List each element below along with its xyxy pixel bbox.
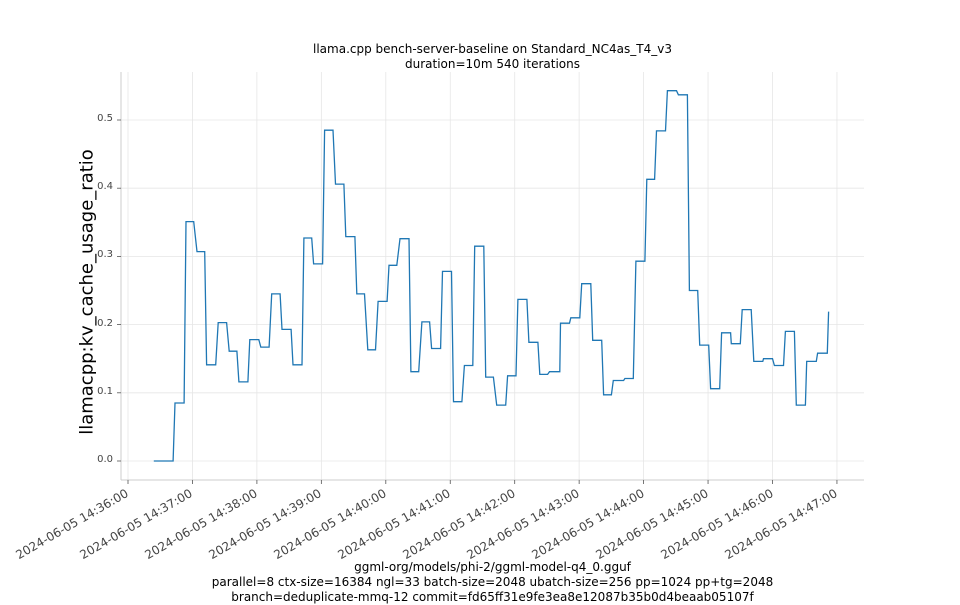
footer-branch-line: branch=deduplicate-mmq-12 commit=fd65ff3… <box>231 590 754 604</box>
axis-spines <box>120 72 864 481</box>
y-tick-label: 0.4 <box>97 181 113 193</box>
y-tick-label: 0.0 <box>97 454 113 465</box>
chart-title-line2: duration=10m 540 iterations <box>405 57 580 71</box>
kv-cache-usage-line <box>153 90 830 462</box>
footer-params-line: parallel=8 ctx-size=16384 ngl=33 batch-s… <box>211 575 774 589</box>
footer-model-line: ggml-org/models/phi-2/ggml-model-q4_0.gg… <box>354 560 631 574</box>
chart-title-line1: llama.cpp bench-server-baseline on Stand… <box>313 42 672 56</box>
y-axis-label: llamacpp:kv_cache_usage_ratio <box>76 149 98 435</box>
y-tick-label: 0.3 <box>97 249 113 261</box>
y-tick-label: 0.1 <box>97 385 113 397</box>
y-tick-label: 0.2 <box>97 317 113 329</box>
y-tick-label: 0.5 <box>97 113 113 124</box>
grid-lines <box>121 72 864 480</box>
axis-ticks <box>117 119 838 484</box>
